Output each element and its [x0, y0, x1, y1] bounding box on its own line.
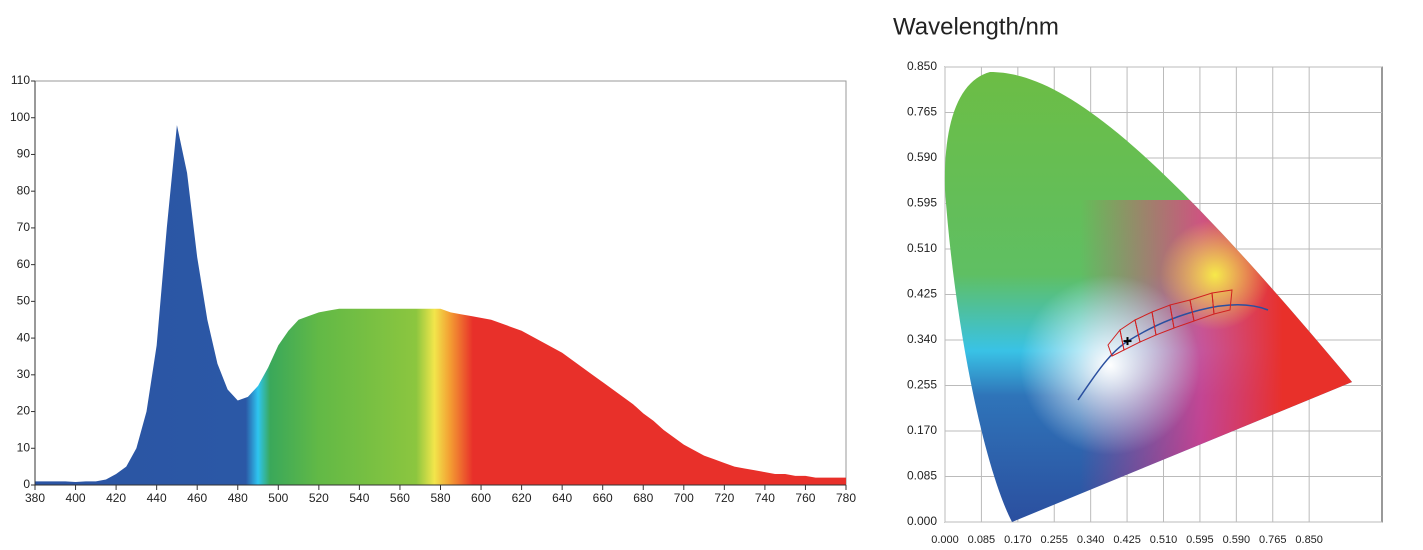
chart-title: Wavelength/nm — [893, 13, 1059, 40]
cct-boxes — [1107, 289, 1233, 357]
x-tick-label: 0.255 — [1040, 534, 1068, 546]
x-tick-label: 0.170 — [1004, 534, 1032, 546]
x-tick-label: 740 — [755, 491, 775, 505]
x-tick-label: 660 — [593, 491, 613, 505]
y-tick-label: 70 — [17, 220, 31, 234]
x-tick-label: 620 — [512, 491, 532, 505]
y-tick-label: 0.590 — [907, 150, 937, 164]
y-tick-label: 90 — [17, 147, 31, 161]
y-tick-label: 0.595 — [907, 196, 937, 210]
x-tick-label: 480 — [228, 491, 248, 505]
y-tick-label: 0.255 — [907, 378, 937, 392]
x-tick-label: 500 — [268, 491, 288, 505]
y-tick-label: 20 — [17, 404, 31, 418]
y-tick-label: 0.425 — [907, 287, 937, 301]
y-tick-label: 0.170 — [907, 423, 937, 437]
x-tick-label: 0.085 — [968, 534, 996, 546]
y-tick-label: 10 — [17, 440, 31, 454]
x-tick-label: 460 — [187, 491, 207, 505]
y-tick-label: 50 — [17, 294, 31, 308]
x-tick-label: 0.425 — [1113, 534, 1141, 546]
x-tick-label: 420 — [106, 491, 126, 505]
x-tick-label: 0.340 — [1077, 534, 1105, 546]
y-tick-label: 40 — [17, 330, 31, 344]
y-tick-label: 0.765 — [907, 105, 937, 119]
chromaticity-point — [1123, 337, 1132, 346]
x-tick-label: 780 — [836, 491, 856, 505]
x-tick-label: 720 — [714, 491, 734, 505]
x-tick-label: 560 — [390, 491, 410, 505]
x-tick-label: 640 — [552, 491, 572, 505]
x-tick-label: 760 — [795, 491, 815, 505]
x-tick-label: 580 — [430, 491, 450, 505]
x-tick-label: 680 — [633, 491, 653, 505]
x-tick-label: 440 — [147, 491, 167, 505]
x-tick-label: 400 — [66, 491, 86, 505]
y-tick-label: 0.000 — [907, 514, 937, 528]
y-tick-label: 0 — [23, 477, 30, 491]
y-tick-label: 80 — [17, 183, 31, 197]
y-tick-label: 0.085 — [907, 469, 937, 483]
x-tick-label: 0.850 — [1295, 534, 1323, 546]
x-tick-label: 380 — [25, 491, 45, 505]
y-tick-label: 110 — [11, 73, 30, 87]
y-tick-label: 30 — [17, 367, 31, 381]
y-tick-label: 100 — [10, 110, 30, 124]
y-tick-label: 0.510 — [907, 241, 937, 255]
y-tick-label: 60 — [17, 257, 31, 271]
x-tick-label: 540 — [349, 491, 369, 505]
y-tick-label: 0.850 — [907, 59, 937, 73]
y-tick-label: 0.340 — [907, 332, 937, 346]
x-tick-label: 0.510 — [1150, 534, 1178, 546]
x-tick-label: 520 — [309, 491, 329, 505]
x-tick-label: 700 — [674, 491, 694, 505]
x-tick-label: 600 — [471, 491, 491, 505]
x-tick-label: 0.000 — [931, 534, 959, 546]
x-tick-label: 0.765 — [1259, 534, 1287, 546]
spectrum-area — [35, 125, 846, 486]
x-tick-label: 0.595 — [1186, 534, 1214, 546]
x-tick-label: 0.590 — [1223, 534, 1251, 546]
